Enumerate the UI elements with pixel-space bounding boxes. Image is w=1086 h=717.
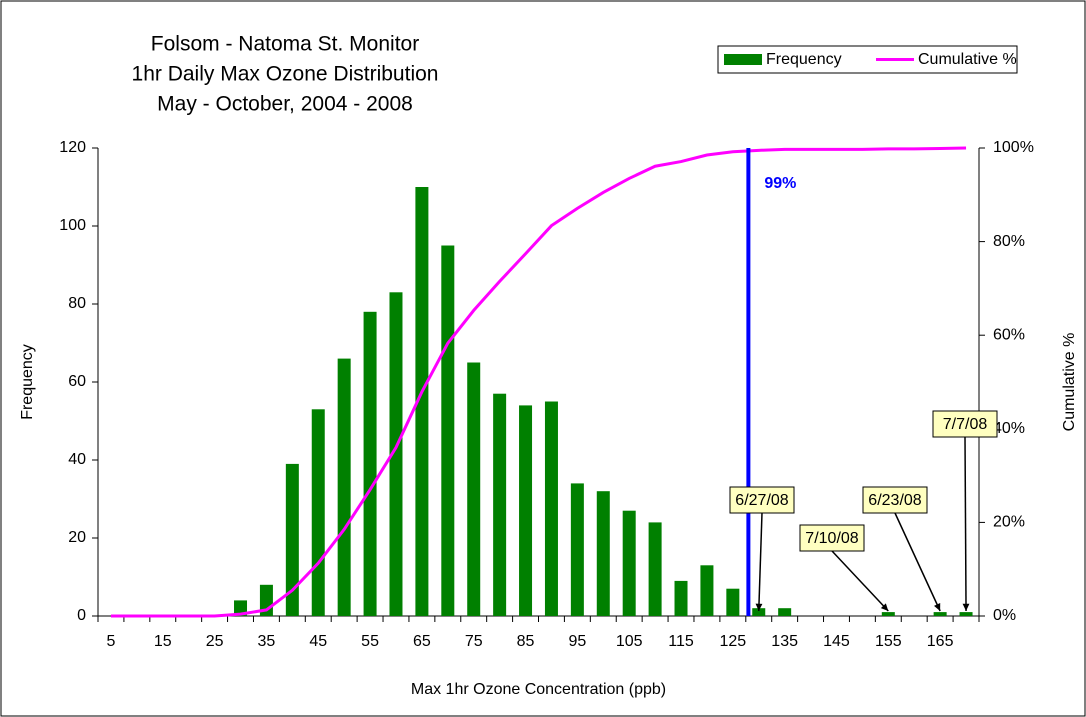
bar bbox=[778, 608, 792, 616]
y-tick-label: 60 bbox=[68, 373, 86, 390]
x-axis-title: Max 1hr Ozone Concentration (ppb) bbox=[411, 681, 666, 698]
annotation-box bbox=[862, 486, 928, 514]
x-tick-label: 105 bbox=[616, 633, 643, 650]
arrow-head bbox=[962, 603, 970, 611]
bar bbox=[544, 401, 558, 616]
arrow-head bbox=[880, 603, 889, 611]
bar bbox=[570, 483, 584, 616]
y-tick-label: 40 bbox=[68, 451, 86, 468]
annotation-text: 7/7/08 bbox=[943, 416, 988, 433]
annotation-box bbox=[932, 410, 998, 438]
x-tick-label: 45 bbox=[309, 633, 327, 650]
chart-title: 1hr Daily Max Ozone Distribution bbox=[132, 63, 439, 86]
x-tick-label: 115 bbox=[668, 633, 694, 650]
bar bbox=[493, 393, 507, 616]
bar bbox=[415, 187, 429, 616]
bar bbox=[648, 522, 662, 616]
bar bbox=[622, 510, 636, 616]
x-tick-label: 125 bbox=[719, 633, 746, 650]
chart-title: May - October, 2004 - 2008 bbox=[157, 93, 413, 116]
bar bbox=[959, 612, 973, 616]
x-tick-label: 35 bbox=[258, 633, 276, 650]
x-tick-label: 85 bbox=[517, 633, 535, 650]
arrow-head bbox=[755, 603, 763, 611]
bar bbox=[881, 612, 895, 616]
y2-tick-label: 60% bbox=[993, 326, 1025, 343]
bar bbox=[311, 409, 325, 616]
x-tick-label: 55 bbox=[361, 633, 379, 650]
x-tick-label: 95 bbox=[568, 633, 586, 650]
bar bbox=[726, 588, 740, 616]
annotation-arrow bbox=[758, 512, 763, 612]
annotation-text: 6/23/08 bbox=[868, 492, 921, 509]
x-tick-label: 135 bbox=[771, 633, 798, 650]
arrow-head bbox=[934, 603, 941, 611]
legend-label: Frequency bbox=[766, 51, 842, 68]
bar bbox=[596, 491, 610, 616]
x-tick-label: 5 bbox=[107, 633, 116, 650]
bar bbox=[389, 292, 403, 616]
legend-label: Cumulative % bbox=[918, 51, 1017, 68]
y-axis-title: Frequency bbox=[19, 344, 36, 420]
annotation-arrow bbox=[894, 512, 941, 612]
y-tick-label: 80 bbox=[68, 295, 86, 312]
annotation-text: 7/10/08 bbox=[805, 530, 858, 547]
bar bbox=[933, 612, 947, 616]
x-tick-label: 75 bbox=[465, 633, 483, 650]
line bbox=[110, 146, 967, 618]
annotation-box bbox=[799, 524, 865, 552]
x-tick-label: 25 bbox=[206, 633, 224, 650]
reference-label: 99% bbox=[764, 175, 796, 192]
bar bbox=[441, 245, 455, 616]
x-tick-label: 145 bbox=[823, 633, 850, 650]
annotation-arrow bbox=[831, 550, 889, 612]
bar bbox=[752, 608, 766, 616]
legend-box bbox=[717, 45, 1018, 74]
bar bbox=[337, 358, 351, 616]
chart-title: Folsom - Natoma St. Monitor bbox=[151, 33, 419, 56]
y-tick-label: 0 bbox=[77, 607, 86, 624]
x-tick-label: 15 bbox=[154, 633, 172, 650]
y2-tick-label: 80% bbox=[993, 233, 1025, 250]
y-tick-label: 100 bbox=[59, 217, 86, 234]
legend-swatch bbox=[724, 54, 762, 65]
bar bbox=[467, 362, 481, 616]
y2-tick-label: 0% bbox=[993, 607, 1016, 624]
bar bbox=[285, 463, 299, 616]
y-tick-label: 20 bbox=[68, 529, 86, 546]
y2-tick-label: 40% bbox=[993, 420, 1025, 437]
y2-tick-label: 20% bbox=[993, 514, 1025, 531]
x-tick-label: 165 bbox=[927, 633, 954, 650]
bar bbox=[519, 405, 533, 616]
y-tick-label: 120 bbox=[59, 139, 86, 156]
x-tick-label: 65 bbox=[413, 633, 431, 650]
bar bbox=[700, 565, 714, 616]
annotation-text: 6/27/08 bbox=[735, 492, 788, 509]
y2-tick-label: 100% bbox=[993, 139, 1034, 156]
y2-axis-title: Cumulative % bbox=[1061, 333, 1078, 432]
annotation-arrow bbox=[964, 436, 967, 612]
annotation-box bbox=[729, 486, 795, 514]
bar bbox=[674, 580, 688, 616]
bar bbox=[363, 311, 377, 616]
x-tick-label: 155 bbox=[875, 633, 902, 650]
